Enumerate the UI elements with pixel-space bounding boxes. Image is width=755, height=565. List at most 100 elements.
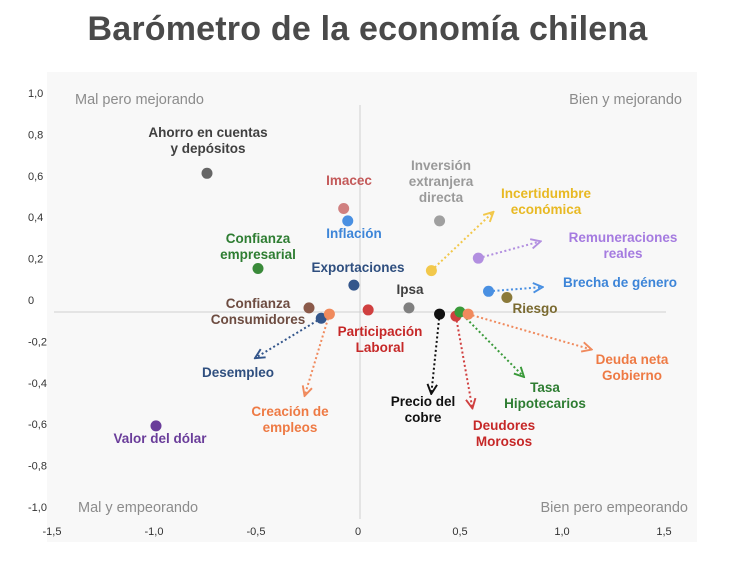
point-label-line: Precio del: [391, 394, 456, 409]
data-point: [201, 167, 213, 179]
chart-title: Barómetro de la economía chilena: [87, 10, 648, 48]
trend-arrow: [256, 317, 322, 357]
point-label: Precio del cobre: [391, 394, 456, 425]
point-label-line: Tasa: [530, 380, 560, 395]
point-label-line: Remuneraciones: [569, 230, 678, 245]
point-label: Imacec: [326, 173, 372, 188]
point-label: Remuneraciones reales: [569, 230, 678, 261]
point-label-line: empresarial: [220, 247, 296, 262]
point-label: Deuda neta Gobierno: [596, 352, 669, 383]
trend-arrow: [459, 311, 523, 376]
y-tick-label: 0,6: [28, 171, 43, 183]
point-label-line: Ahorro en cuentas: [148, 125, 267, 140]
y-tick-label: -0,4: [28, 378, 47, 390]
point-label-line: Consumidores: [211, 312, 306, 327]
point-label-line: Desempleo: [202, 365, 274, 380]
point-label: Valor del dólar: [113, 431, 207, 446]
x-tick-label: -1,0: [145, 526, 164, 538]
point-label: Ipsa: [396, 282, 424, 297]
point-label-line: Deudores: [473, 418, 535, 433]
trend-arrow: [454, 315, 472, 407]
point-label-line: Riesgo: [512, 301, 557, 316]
point-label-line: Confianza: [226, 231, 291, 246]
y-tick-label: 0,8: [28, 129, 43, 141]
point-label: Inflación: [326, 226, 382, 241]
point-label: Exportaciones: [311, 260, 404, 275]
x-tick-label: 1,5: [656, 526, 671, 538]
point-label: Confianza Consumidores: [211, 296, 306, 327]
data-point: [252, 263, 264, 275]
point-label-line: cobre: [405, 410, 442, 425]
x-tick-label: 1,0: [554, 526, 569, 538]
y-tick-label: -1,0: [28, 502, 47, 514]
trend-arrow: [478, 242, 539, 260]
x-tick-label: 0: [355, 526, 361, 538]
point-label-line: Laboral: [356, 340, 405, 355]
quadrant-label-top-left: Mal pero mejorando: [75, 92, 204, 108]
data-point: [315, 312, 327, 324]
data-point: [323, 308, 335, 320]
point-label-line: Inflación: [326, 226, 382, 241]
data-point: [501, 292, 513, 304]
point-label-line: Deuda neta: [596, 352, 669, 367]
point-label-line: reales: [603, 246, 642, 261]
point-label-line: Ipsa: [396, 282, 424, 297]
point-label-line: y depósitos: [170, 141, 245, 156]
point-label: Brecha de género: [563, 275, 677, 290]
point-label-line: directa: [419, 190, 464, 205]
data-point: [472, 252, 484, 264]
data-point: [362, 304, 374, 316]
x-tick-label: -0,5: [247, 526, 266, 538]
data-point: [434, 308, 446, 320]
data-point: [403, 302, 415, 314]
point-label: Participación Laboral: [338, 324, 423, 355]
y-tick-label: 1,0: [28, 88, 43, 100]
point-label-line: Confianza: [226, 296, 291, 311]
trend-arrow: [305, 313, 331, 395]
point-label-line: Inversión: [411, 158, 471, 173]
data-point: [434, 215, 446, 227]
point-label: Desempleo: [202, 365, 274, 380]
point-label-line: Imacec: [326, 173, 372, 188]
y-tick-label: -0,2: [28, 336, 47, 348]
data-point: [303, 302, 315, 314]
point-label: Ahorro en cuentas y depósitos: [148, 125, 267, 156]
data-point: [150, 420, 162, 432]
trend-arrow: [467, 313, 590, 349]
point-label: Confianza empresarial: [220, 231, 296, 262]
quadrant-label-bottom-left: Mal y empeorando: [78, 500, 198, 516]
data-point: [342, 215, 354, 227]
y-tick-label: 0,4: [28, 212, 43, 224]
point-label-line: Exportaciones: [311, 260, 404, 275]
point-label-line: extranjera: [409, 174, 474, 189]
point-label: Riesgo: [512, 301, 557, 316]
quadrant-label-top-right: Bien y mejorando: [569, 92, 682, 108]
trend-arrow: [430, 213, 492, 272]
point-label-line: Creación de: [251, 404, 329, 419]
y-tick-label: 0: [28, 295, 34, 307]
point-label-line: Gobierno: [602, 368, 662, 383]
data-point: [348, 279, 360, 291]
point-label-line: Valor del dólar: [113, 431, 207, 446]
x-tick-label: -1,5: [43, 526, 62, 538]
y-tick-label: -0,8: [28, 461, 47, 473]
point-label: Inversión extranjera directa: [409, 158, 474, 205]
point-label: Creación de empleos: [251, 404, 329, 435]
point-label: Deudores Morosos: [473, 418, 535, 449]
y-tick-label: 0,2: [28, 254, 43, 266]
point-label-line: empleos: [263, 420, 318, 435]
data-point: [462, 308, 474, 320]
data-point: [483, 285, 495, 297]
point-label: Incertidumbre económica: [501, 186, 592, 217]
point-label-line: Participación: [338, 324, 423, 339]
point-label-line: Hipotecarios: [504, 396, 586, 411]
data-point: [338, 203, 350, 214]
point-label-line: Morosos: [476, 434, 532, 449]
point-label-line: Brecha de género: [563, 275, 677, 290]
point-label: Tasa Hipotecarios: [504, 380, 586, 411]
quadrant-label-bottom-right: Bien pero empeorando: [540, 500, 688, 516]
point-label-line: Incertidumbre: [501, 186, 592, 201]
data-point: [425, 265, 437, 277]
point-label-line: económica: [511, 202, 582, 217]
